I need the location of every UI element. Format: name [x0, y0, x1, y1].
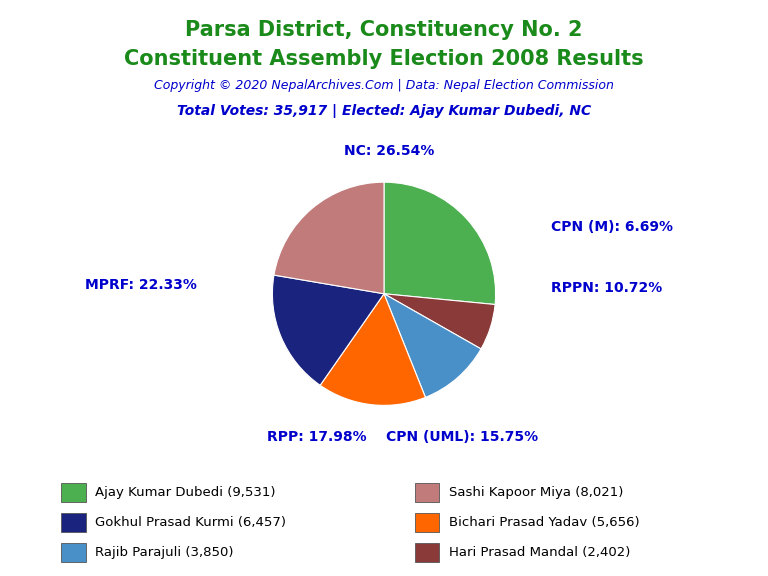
- Text: Bichari Prasad Yadav (5,656): Bichari Prasad Yadav (5,656): [449, 516, 639, 529]
- Wedge shape: [384, 182, 495, 305]
- Text: Ajay Kumar Dubedi (9,531): Ajay Kumar Dubedi (9,531): [95, 486, 276, 499]
- Wedge shape: [274, 182, 384, 294]
- Text: Sashi Kapoor Miya (8,021): Sashi Kapoor Miya (8,021): [449, 486, 623, 499]
- Text: RPP: 17.98%: RPP: 17.98%: [267, 430, 367, 444]
- Text: CPN (M): 6.69%: CPN (M): 6.69%: [551, 220, 674, 234]
- Text: CPN (UML): 15.75%: CPN (UML): 15.75%: [386, 430, 538, 444]
- Wedge shape: [273, 275, 384, 385]
- Wedge shape: [320, 294, 425, 406]
- Wedge shape: [384, 294, 481, 397]
- Text: RPPN: 10.72%: RPPN: 10.72%: [551, 281, 663, 295]
- Text: Gokhul Prasad Kurmi (6,457): Gokhul Prasad Kurmi (6,457): [95, 516, 286, 529]
- Wedge shape: [384, 294, 495, 349]
- Text: Copyright © 2020 NepalArchives.Com | Data: Nepal Election Commission: Copyright © 2020 NepalArchives.Com | Dat…: [154, 79, 614, 93]
- Text: NC: 26.54%: NC: 26.54%: [344, 144, 435, 158]
- Text: Total Votes: 35,917 | Elected: Ajay Kumar Dubedi, NC: Total Votes: 35,917 | Elected: Ajay Kuma…: [177, 104, 591, 118]
- Text: Hari Prasad Mandal (2,402): Hari Prasad Mandal (2,402): [449, 546, 630, 559]
- Text: Parsa District, Constituency No. 2: Parsa District, Constituency No. 2: [185, 20, 583, 40]
- Text: MPRF: 22.33%: MPRF: 22.33%: [84, 278, 197, 292]
- Text: Rajib Parajuli (3,850): Rajib Parajuli (3,850): [95, 546, 233, 559]
- Text: Constituent Assembly Election 2008 Results: Constituent Assembly Election 2008 Resul…: [124, 49, 644, 69]
